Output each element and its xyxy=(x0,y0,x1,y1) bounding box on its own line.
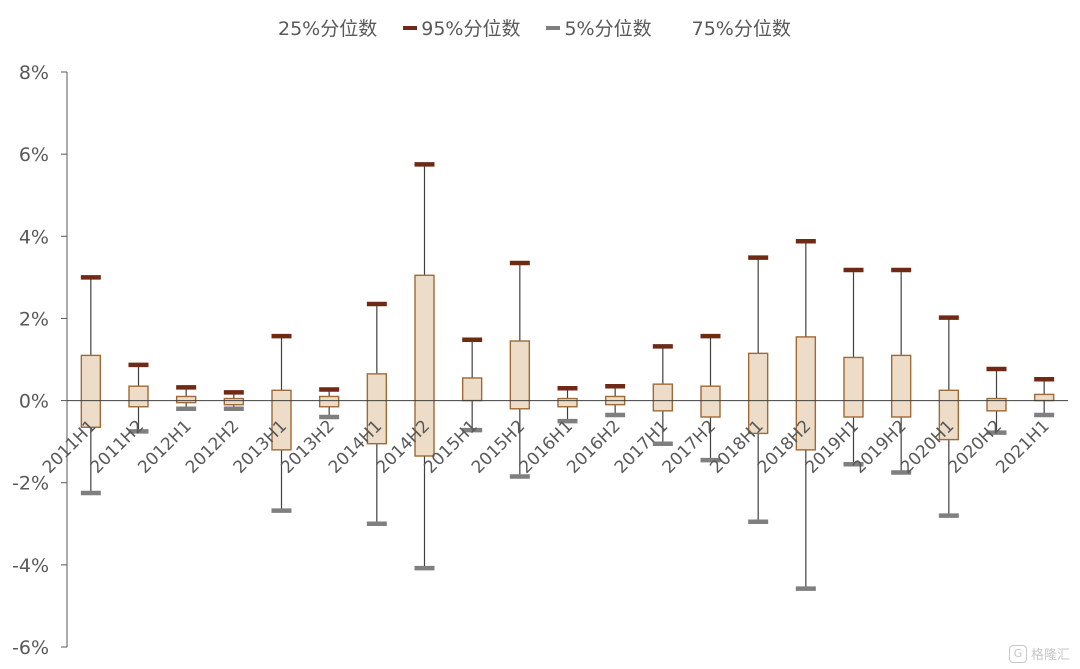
percentile-markers-group xyxy=(80,162,1055,591)
iqr-box xyxy=(128,385,149,408)
watermark-text: 格隆汇 xyxy=(1030,648,1070,663)
legend-item-p25: 25%分位数 xyxy=(278,14,377,41)
legend-label-p75: 75%分位数 xyxy=(691,18,791,40)
iqr-box xyxy=(986,397,1007,412)
iqr-box xyxy=(1033,393,1055,402)
legend-label-p25: 25%分位数 xyxy=(278,18,378,40)
iqr-box xyxy=(890,354,912,418)
iqr-box xyxy=(80,354,102,428)
watermark: G 格隆汇 xyxy=(1008,644,1070,663)
y-tick-label: 2% xyxy=(19,308,49,330)
legend-label-p5: 5%分位数 xyxy=(564,18,652,40)
iqr-box xyxy=(557,397,578,408)
iqr-box xyxy=(175,395,197,404)
boxes-group xyxy=(80,274,1055,457)
legend-item-p75: 75%分位数 xyxy=(692,14,791,41)
legend-item-p5: 5%分位数 xyxy=(546,14,652,41)
iqr-box xyxy=(700,385,721,418)
y-axis: -6% -4% -2% 0% 2% 4% 6% 8% xyxy=(12,62,68,659)
y-tick-label: 4% xyxy=(19,226,49,248)
iqr-box xyxy=(795,336,817,451)
iqr-box xyxy=(366,373,388,445)
y-tick-label: -6% xyxy=(12,637,49,659)
y-tick-label: 8% xyxy=(19,62,49,84)
y-tick-label: -2% xyxy=(12,473,49,495)
iqr-box xyxy=(318,395,340,408)
iqr-box xyxy=(461,377,483,402)
y-tick-label: 0% xyxy=(19,391,49,413)
iqr-box xyxy=(223,397,245,406)
iqr-box xyxy=(938,389,960,441)
iqr-box xyxy=(414,274,435,457)
iqr-box xyxy=(843,356,864,418)
x-category-label: 2021H1 xyxy=(992,416,1053,477)
iqr-box xyxy=(747,352,769,435)
legend-swatch-p95 xyxy=(403,25,418,30)
legend: 25%分位数 95%分位数 5%分位数 75%分位数 xyxy=(278,14,817,41)
iqr-box xyxy=(271,389,292,451)
legend-item-p95: 95%分位数 xyxy=(403,14,520,41)
watermark-logo-icon: G xyxy=(1008,644,1027,663)
y-tick-label: 6% xyxy=(19,144,49,166)
iqr-box xyxy=(509,340,531,410)
iqr-box xyxy=(652,383,674,412)
legend-label-p95: 95%分位数 xyxy=(421,18,521,40)
y-tick-label: -4% xyxy=(12,555,49,577)
legend-swatch-p5 xyxy=(546,25,561,30)
